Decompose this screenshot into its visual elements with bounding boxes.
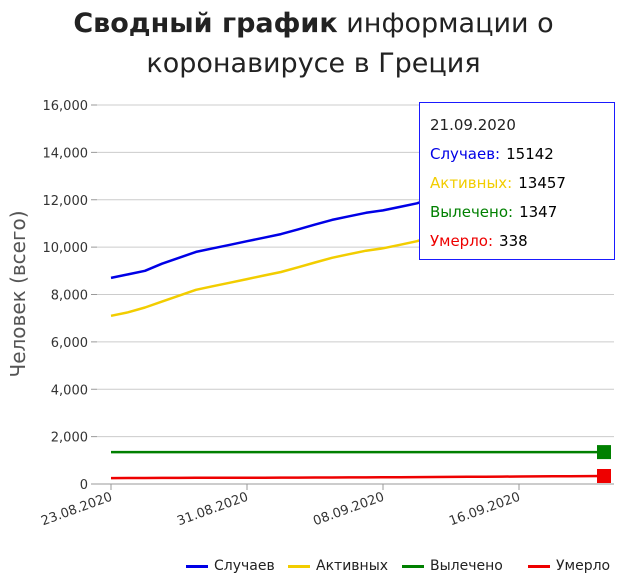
- tooltip-value: 13457: [518, 174, 566, 192]
- tooltip-value: 15142: [506, 145, 554, 163]
- tooltip-row-recovered: Вылечено: 1347: [430, 198, 604, 227]
- chart-title-bold: Сводный график: [73, 8, 338, 39]
- y-tick-label: 6,000: [51, 336, 88, 351]
- legend-swatch: [528, 564, 550, 568]
- tooltip-row-cases: Случаев: 15142: [430, 140, 604, 169]
- tooltip-row-deaths: Умерло: 338: [430, 227, 604, 256]
- y-tick-label: 4,000: [51, 383, 88, 398]
- hover-tooltip: 21.09.2020 Случаев: 15142 Активных: 13457 …: [419, 102, 615, 260]
- chart-title: Сводный график информации о коронавирусе…: [0, 4, 627, 84]
- x-tick-label: 23.08.2020: [39, 490, 114, 530]
- y-axis-title: Человек (всего): [6, 210, 30, 377]
- legend-swatch: [186, 564, 208, 568]
- y-axis-ticks: 0 2,000 4,000 6,000 8,000 10,000 12,000 14,000 1…: [43, 99, 97, 493]
- chart-area[interactable]: 0 2,000 4,000 6,000 8,000 10,000 12,000 14,000 1…: [0, 0, 627, 555]
- y-tick-label: 10,000: [43, 241, 89, 256]
- legend-swatch: [402, 564, 424, 568]
- grid-lines: [97, 104, 614, 485]
- tooltip-label: Умерло:: [430, 232, 494, 250]
- x-axis-ticks: 23.08.2020 31.08.2020 08.09.2020 16.09.2020: [39, 484, 522, 529]
- series-end-marker[interactable]: [597, 468, 611, 483]
- tooltip-date: 21.09.2020: [430, 116, 516, 134]
- legend-item-cases[interactable]: Случаев: [186, 555, 275, 577]
- legend-item-deaths[interactable]: Умерло: [528, 555, 610, 577]
- legend-item-recovered[interactable]: Вылечено: [402, 555, 503, 577]
- tooltip-row-active: Активных: 13457: [430, 169, 604, 198]
- x-tick-label: 16.09.2020: [447, 490, 522, 530]
- y-tick-label: 14,000: [43, 146, 89, 161]
- y-tick-label: 8,000: [51, 289, 88, 304]
- legend-label: Умерло: [556, 558, 611, 574]
- chart-title-rest: информации о коронавирусе в Греция: [146, 8, 554, 79]
- legend-label: Вылечено: [430, 558, 503, 574]
- tooltip-label: Случаев:: [430, 145, 501, 163]
- tooltip-label: Вылечено:: [430, 203, 514, 221]
- y-tick-label: 2,000: [51, 431, 88, 446]
- legend-swatch: [288, 564, 310, 568]
- y-tick-label: 16,000: [43, 99, 89, 114]
- tooltip-value: 338: [499, 232, 528, 250]
- series-end-marker[interactable]: [597, 445, 611, 460]
- y-tick-label: 12,000: [43, 194, 89, 209]
- legend-label: Активных: [316, 558, 389, 574]
- legend-label: Случаев: [214, 558, 275, 574]
- y-tick-label: 0: [80, 478, 88, 493]
- legend-item-active[interactable]: Активных: [288, 555, 388, 577]
- x-tick-label: 31.08.2020: [175, 490, 250, 530]
- series-line[interactable]: [110, 474, 605, 480]
- tooltip-value: 1347: [519, 203, 558, 221]
- tooltip-label: Активных:: [430, 174, 513, 192]
- chart-legend: Случаев Активных Вылечено Умерло: [0, 555, 627, 577]
- x-tick-label: 08.09.2020: [311, 490, 386, 530]
